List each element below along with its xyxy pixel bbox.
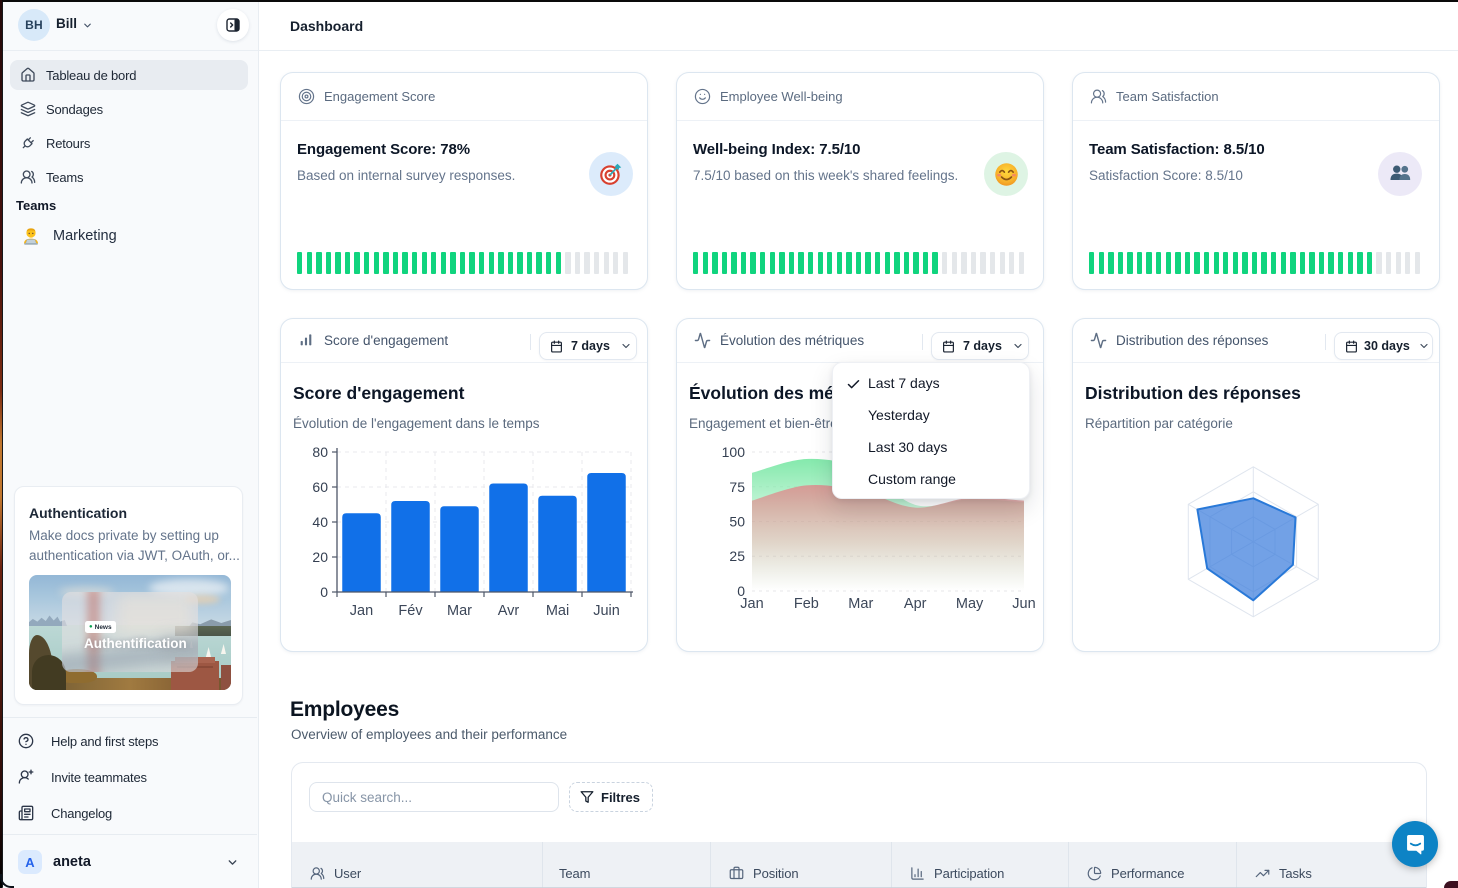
svg-text:Fév: Fév [398, 603, 423, 619]
svg-text:Feb: Feb [794, 596, 819, 612]
svg-text:Jun: Jun [1012, 596, 1035, 612]
svg-text:20: 20 [312, 549, 328, 565]
svg-text:25: 25 [729, 548, 745, 564]
svg-text:0: 0 [737, 583, 745, 599]
svg-text:60: 60 [312, 479, 328, 495]
svg-text:Mai: Mai [546, 603, 569, 619]
svg-text:Juin: Juin [593, 603, 620, 619]
svg-text:Mar: Mar [447, 603, 472, 619]
svg-text:40: 40 [312, 514, 328, 530]
svg-text:Jan: Jan [350, 603, 373, 619]
svg-text:Mar: Mar [848, 596, 873, 612]
svg-text:75: 75 [729, 479, 745, 495]
svg-text:Jan: Jan [740, 596, 763, 612]
svg-text:0: 0 [320, 584, 328, 600]
svg-text:100: 100 [722, 444, 746, 460]
svg-text:80: 80 [312, 444, 328, 460]
svg-text:Apr: Apr [904, 596, 927, 612]
svg-text:May: May [956, 596, 984, 612]
svg-text:50: 50 [729, 514, 745, 530]
svg-text:Avr: Avr [498, 603, 520, 619]
